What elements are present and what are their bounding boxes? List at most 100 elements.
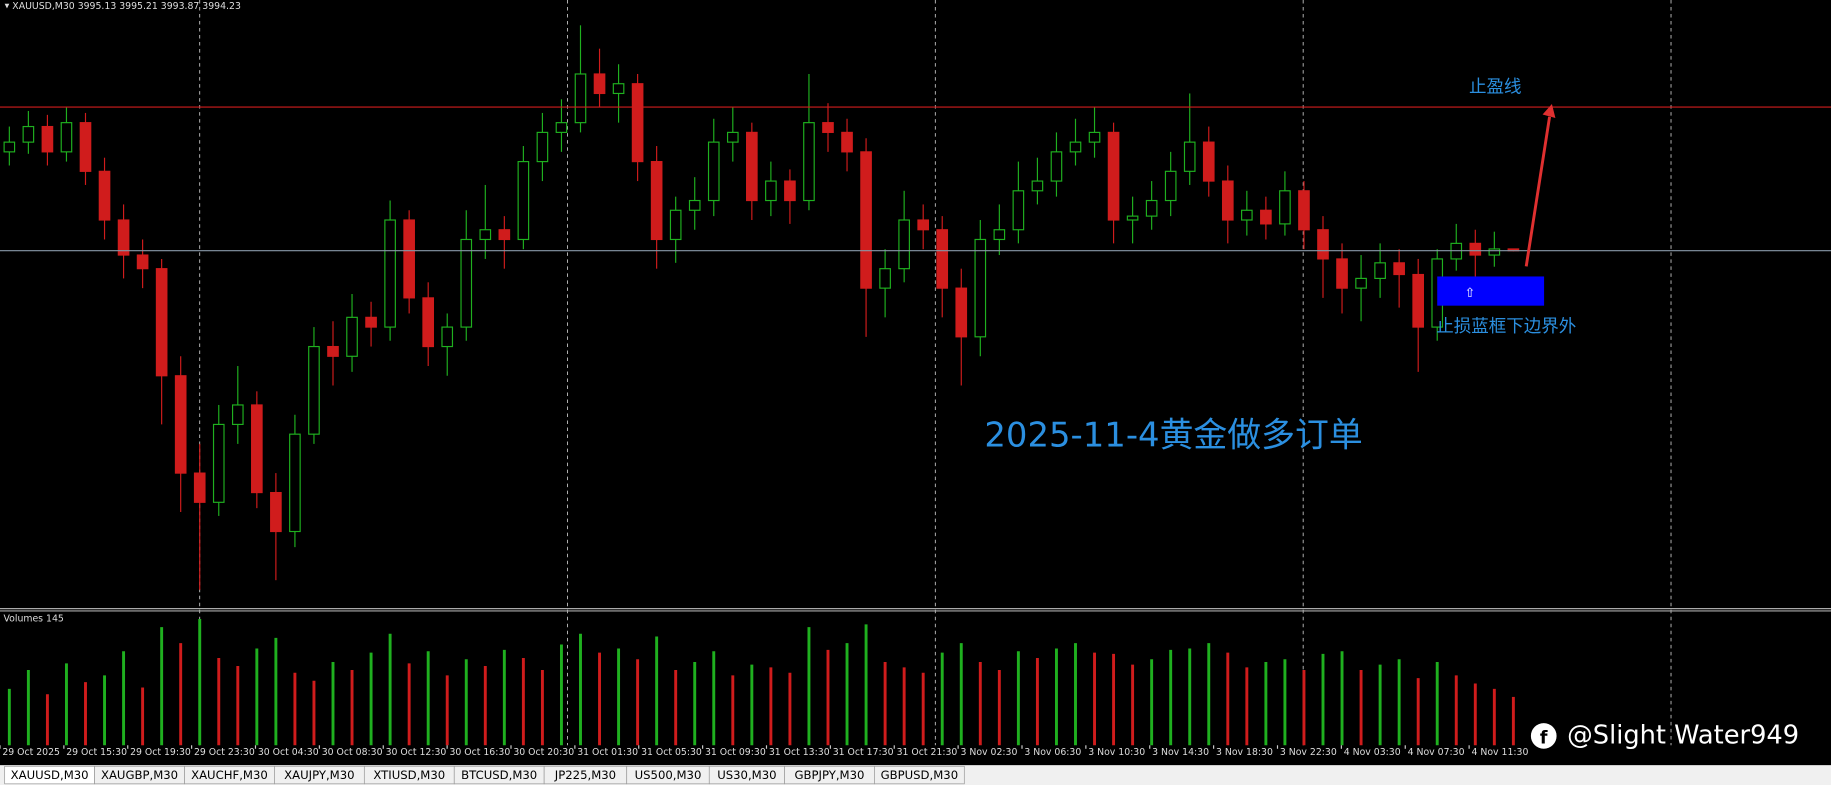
candle-body [841, 131, 853, 153]
candle-body [746, 131, 758, 202]
time-label: 31 Oct 13:30 [769, 747, 830, 758]
candle-body [536, 131, 549, 163]
time-label: 3 Nov 06:30 [1024, 747, 1081, 758]
time-label: 30 Oct 20:30 [513, 747, 574, 758]
time-axis: 29 Oct 2025 29 Oct 15:30 29 Oct 19:30 29 Oc… [0, 745, 1528, 758]
candle-body [1355, 277, 1367, 289]
tab-label[interactable]: XAUUSD,M30 [11, 768, 89, 782]
candle-body [593, 73, 606, 95]
time-label: 3 Nov 18:30 [1216, 747, 1273, 758]
candle-body [1126, 215, 1139, 221]
candle-body [79, 122, 92, 172]
time-label: 4 Nov 07:30 [1408, 747, 1465, 758]
candle-body [365, 316, 377, 328]
candle-body [1050, 151, 1063, 182]
candle-body [41, 125, 54, 153]
tab-label[interactable]: GBPJPY,M30 [794, 768, 864, 782]
tab-label[interactable]: XAUJPY,M30 [284, 768, 354, 782]
candle-body [60, 122, 73, 153]
candle-body [1183, 141, 1196, 172]
candle-body [955, 287, 968, 338]
candle-body [707, 141, 720, 202]
candle-body [879, 268, 891, 289]
time-label: 30 Oct 04:30 [258, 747, 319, 758]
candle-body [898, 219, 910, 270]
time-label: 3 Nov 10:30 [1088, 747, 1145, 758]
candle-body [993, 229, 1006, 241]
period-separators [199, 0, 1672, 746]
time-label: 30 Oct 12:30 [386, 747, 447, 758]
candles [3, 25, 1520, 590]
candle-body [1031, 180, 1044, 192]
candle-body [460, 238, 473, 328]
time-label: 31 Oct 17:30 [833, 747, 894, 758]
tab[interactable] [874, 765, 965, 785]
candle-body [308, 345, 320, 435]
candle-body [917, 219, 930, 231]
time-label: 4 Nov 03:30 [1344, 747, 1401, 758]
candle-body [517, 161, 530, 241]
watermark-icon [1530, 723, 1557, 749]
overlays: ⇧ [0, 106, 1831, 306]
watermark-icon-glyph: f [1540, 728, 1548, 748]
time-label: 30 Oct 08:30 [322, 747, 383, 758]
candle-body [155, 268, 168, 377]
candle-body [212, 423, 225, 503]
watermark: f @Slight Water949 [1530, 720, 1799, 750]
candle-body [403, 219, 415, 299]
symbol: XAUUSD,M30 [12, 0, 74, 11]
ohlc-value: 3993.87 [161, 0, 200, 11]
order-title: 2025-11-4黄金做多订单 [984, 415, 1362, 454]
candle-body [270, 491, 282, 533]
volumes [7, 619, 1515, 746]
tab-label[interactable]: BTCUSD,M30 [461, 768, 537, 782]
candle-body [1298, 190, 1310, 231]
ohlc-value: 3995.21 [119, 0, 158, 11]
candle-body [1412, 273, 1425, 328]
candle-body [555, 122, 568, 133]
time-label: 29 Oct 19:30 [130, 747, 191, 758]
time-label: 3 Nov 14:30 [1152, 747, 1209, 758]
box-arrow: ⇧ [1465, 286, 1476, 301]
ohlc-value: 3994.23 [202, 0, 241, 11]
time-label: 3 Nov 22:30 [1280, 747, 1337, 758]
time-label: 3 Nov 02:30 [960, 747, 1017, 758]
candle-body [822, 122, 834, 133]
tab-label[interactable]: JP225,M30 [554, 768, 616, 782]
candle-body [1469, 242, 1482, 256]
candle-body [441, 326, 454, 348]
stop-box [1437, 276, 1545, 306]
candle-body [1107, 131, 1120, 221]
candle-body [22, 125, 35, 143]
candle-body [688, 199, 701, 211]
time-label: 31 Oct 05:30 [641, 747, 702, 758]
tab-label[interactable]: XTIUSD,M30 [373, 768, 445, 782]
candle-body [803, 122, 815, 202]
candle-body [98, 170, 111, 221]
candle-body [3, 141, 16, 153]
tab-label[interactable]: XAUGBP,M30 [101, 768, 178, 782]
candle-body [384, 219, 396, 328]
time-label: 29 Oct 2025 [2, 747, 60, 758]
tab-label[interactable]: GBPUSD,M30 [881, 768, 959, 782]
candle-body [650, 161, 663, 241]
time-label: 31 Oct 21:30 [897, 747, 958, 758]
candle-body [974, 238, 987, 338]
time-label: 31 Oct 01:30 [577, 747, 638, 758]
arrow [1524, 116, 1552, 267]
candle-body [327, 345, 339, 357]
tab-label[interactable]: XAUCHF,M30 [191, 768, 268, 782]
candle-body [498, 229, 511, 241]
candle-body [1374, 262, 1386, 279]
candle-body [1336, 258, 1348, 289]
watermark-text: @Slight Water949 [1567, 720, 1799, 750]
tab-label[interactable]: US500,M30 [635, 768, 702, 782]
volume-label: Volumes 145 [4, 614, 64, 625]
take-profit-label: 止盈线 [1469, 78, 1521, 98]
header: ▾ XAUUSD,M30 3995.13 3995.21 3993.87 399… [5, 0, 241, 11]
candle-body [936, 229, 949, 289]
tab-label[interactable]: US30,M30 [717, 768, 776, 782]
candle-body [479, 229, 492, 241]
